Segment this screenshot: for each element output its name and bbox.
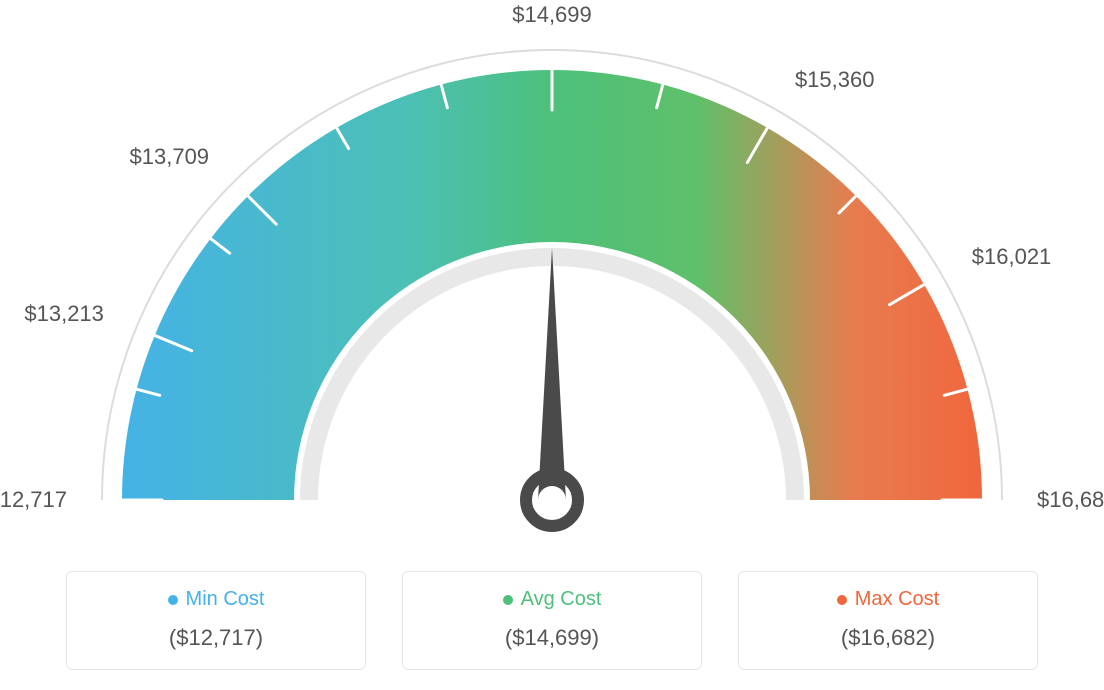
legend-max-label-text: Max Cost: [855, 588, 939, 610]
legend-card-avg: Avg Cost ($14,699): [402, 571, 702, 670]
tick-label: $16,682: [1037, 487, 1104, 513]
tick-label: $13,709: [130, 144, 210, 170]
cost-gauge-widget: $12,717 $13,213 $13,709 $14,699 $15,360 $16,0…: [0, 0, 1104, 690]
legend-max-bullet: [837, 595, 847, 605]
legend-avg-value: ($14,699): [403, 625, 701, 651]
legend-min-label: Min Cost: [67, 588, 365, 611]
legend-min-label-text: Min Cost: [186, 588, 265, 610]
legend-max-value: ($16,682): [739, 625, 1037, 651]
tick-label: $13,213: [24, 301, 104, 327]
legend-max-label: Max Cost: [739, 588, 1037, 611]
legend-card-min: Min Cost ($12,717): [66, 571, 366, 670]
tick-label: $12,717: [0, 487, 67, 513]
tick-label: $15,360: [795, 67, 875, 93]
legend-avg-bullet: [503, 595, 513, 605]
gauge-area: $12,717 $13,213 $13,709 $14,699 $15,360 $16,0…: [0, 0, 1104, 560]
gauge-svg: [0, 0, 1104, 560]
legend-avg-label: Avg Cost: [403, 588, 701, 611]
legend-avg-label-text: Avg Cost: [521, 588, 602, 610]
tick-label: $16,021: [972, 244, 1052, 270]
tick-label: $14,699: [512, 2, 592, 28]
legend-min-bullet: [168, 595, 178, 605]
legend-min-value: ($12,717): [67, 625, 365, 651]
legend-row: Min Cost ($12,717) Avg Cost ($14,699) Ma…: [0, 571, 1104, 670]
legend-card-max: Max Cost ($16,682): [738, 571, 1038, 670]
